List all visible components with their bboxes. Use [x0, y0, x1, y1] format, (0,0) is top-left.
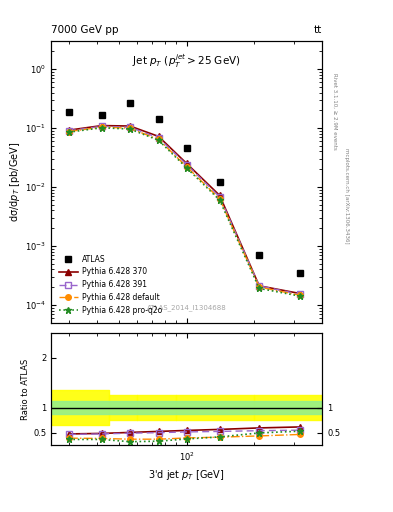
Pythia 6.428 default — [99, 124, 104, 130]
Line: Pythia 6.428 pro-q2o: Pythia 6.428 pro-q2o — [66, 124, 304, 300]
Legend: ATLAS, Pythia 6.428 370, Pythia 6.428 391, Pythia 6.428 default, Pythia 6.428 pr: ATLAS, Pythia 6.428 370, Pythia 6.428 39… — [55, 251, 166, 319]
Line: ATLAS: ATLAS — [66, 99, 304, 276]
Pythia 6.428 pro-q2o — [298, 293, 303, 300]
Text: Rivet 3.1.10, ≥ 2.9M events: Rivet 3.1.10, ≥ 2.9M events — [332, 73, 337, 150]
ATLAS — [66, 109, 71, 115]
Pythia 6.428 pro-q2o — [66, 129, 71, 135]
Text: Jet $p_T$ ($p_T^{jet}>25$ GeV): Jet $p_T$ ($p_T^{jet}>25$ GeV) — [132, 52, 241, 70]
Pythia 6.428 default — [298, 292, 303, 298]
ATLAS — [298, 270, 303, 276]
ATLAS — [217, 179, 222, 185]
Pythia 6.428 391 — [217, 194, 222, 200]
Pythia 6.428 370 — [99, 122, 104, 129]
Pythia 6.428 default — [128, 125, 132, 132]
Pythia 6.428 pro-q2o — [184, 165, 189, 171]
Pythia 6.428 default — [257, 284, 262, 290]
Pythia 6.428 370 — [128, 123, 132, 129]
Pythia 6.428 pro-q2o — [156, 137, 161, 143]
ATLAS — [99, 112, 104, 118]
Pythia 6.428 391 — [257, 283, 262, 289]
Pythia 6.428 391 — [298, 291, 303, 297]
Pythia 6.428 default — [217, 196, 222, 202]
Pythia 6.428 default — [184, 164, 189, 170]
Text: ATLAS_2014_I1304688: ATLAS_2014_I1304688 — [147, 305, 226, 311]
Pythia 6.428 default — [156, 136, 161, 142]
Pythia 6.428 391 — [99, 123, 104, 130]
X-axis label: 3'd jet $p_T$ [GeV]: 3'd jet $p_T$ [GeV] — [149, 468, 225, 482]
ATLAS — [128, 99, 132, 105]
Pythia 6.428 391 — [156, 135, 161, 141]
ATLAS — [184, 145, 189, 152]
Pythia 6.428 pro-q2o — [257, 285, 262, 291]
Line: Pythia 6.428 391: Pythia 6.428 391 — [66, 123, 303, 297]
Pythia 6.428 370 — [156, 133, 161, 139]
Pythia 6.428 391 — [184, 161, 189, 167]
Pythia 6.428 pro-q2o — [217, 197, 222, 203]
Pythia 6.428 pro-q2o — [99, 125, 104, 131]
Pythia 6.428 391 — [128, 124, 132, 131]
Pythia 6.428 370 — [298, 290, 303, 296]
Line: Pythia 6.428 default: Pythia 6.428 default — [66, 124, 303, 298]
Text: mcplots.cern.ch [arXiv:1306.3436]: mcplots.cern.ch [arXiv:1306.3436] — [344, 148, 349, 244]
Pythia 6.428 370 — [217, 193, 222, 199]
Line: Pythia 6.428 370: Pythia 6.428 370 — [66, 123, 303, 296]
Pythia 6.428 370 — [66, 127, 71, 133]
ATLAS — [156, 115, 161, 121]
ATLAS — [257, 252, 262, 258]
Y-axis label: dσ/d$p_T$ [pb/GeV]: dσ/d$p_T$ [pb/GeV] — [8, 142, 22, 222]
Pythia 6.428 370 — [184, 160, 189, 166]
Pythia 6.428 391 — [66, 127, 71, 134]
Pythia 6.428 default — [66, 129, 71, 135]
Pythia 6.428 370 — [257, 283, 262, 289]
Text: 7000 GeV pp: 7000 GeV pp — [51, 25, 119, 35]
Pythia 6.428 pro-q2o — [128, 126, 132, 132]
Text: tt: tt — [314, 25, 322, 35]
Y-axis label: Ratio to ATLAS: Ratio to ATLAS — [21, 358, 30, 420]
